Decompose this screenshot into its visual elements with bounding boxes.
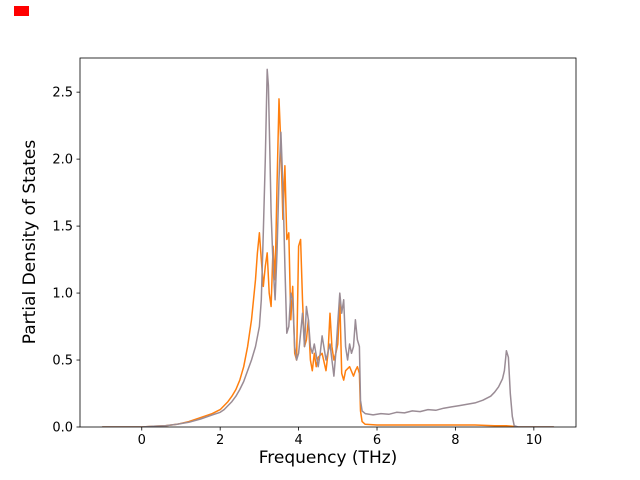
series-line-gray: [101, 68, 555, 427]
y-tick-label: 1.0: [52, 287, 73, 302]
y-tick-label: 1.5: [52, 220, 73, 235]
y-tick-label: 0.5: [52, 354, 73, 369]
y-tick-label: 0.0: [52, 421, 73, 436]
x-tick-label: 2: [216, 433, 224, 448]
red-marker: [14, 6, 29, 16]
x-tick-label: 6: [373, 433, 381, 448]
axes-spines: [79, 57, 577, 428]
x-tick-label: 10: [526, 433, 543, 448]
y-axis-label: Partial Density of States: [20, 139, 40, 345]
y-tick-label: 2.5: [52, 86, 73, 101]
x-axis-label: Frequency (THz): [258, 448, 398, 468]
y-tick-label: 2.0: [52, 153, 73, 168]
x-tick-label: 8: [451, 433, 459, 448]
series-line-orange: [101, 98, 555, 427]
x-tick-label: 0: [138, 433, 146, 448]
x-tick-label: 4: [294, 433, 302, 448]
